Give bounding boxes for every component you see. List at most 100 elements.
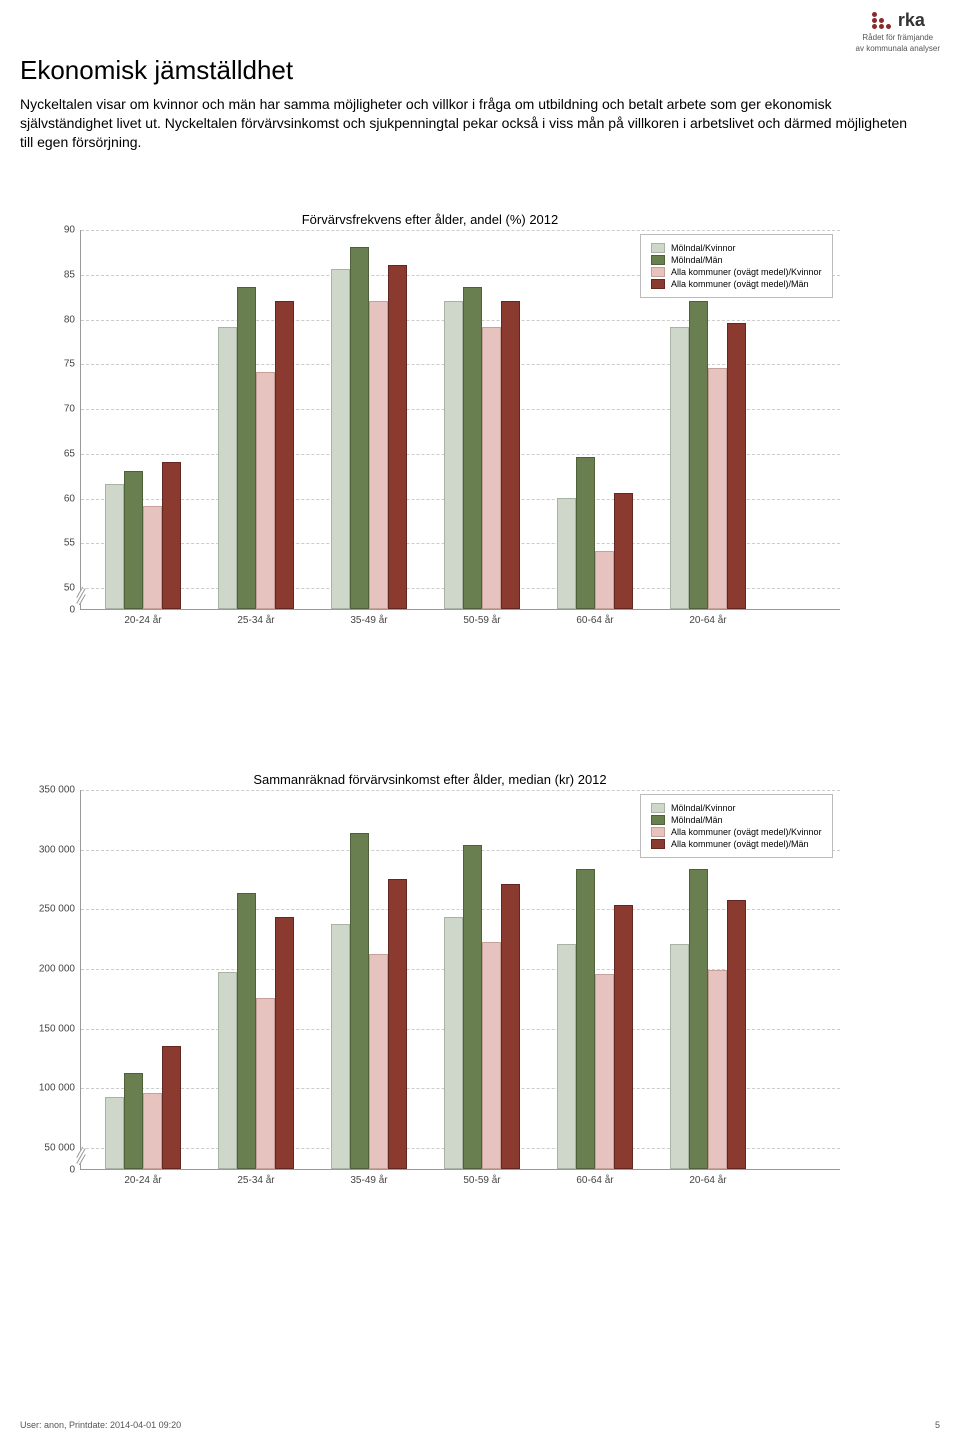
bar	[124, 471, 143, 609]
legend-label: Mölndal/Män	[671, 815, 723, 825]
chart2-title: Sammanräknad förvärvsinkomst efter ålder…	[20, 772, 840, 787]
legend-label: Alla kommuner (ovägt medel)/Män	[671, 279, 809, 289]
logo-text: rka	[898, 10, 925, 31]
legend-label: Alla kommuner (ovägt medel)/Män	[671, 839, 809, 849]
legend-item: Mölndal/Kvinnor	[651, 243, 822, 253]
x-tick-label: 25-34 år	[237, 609, 274, 626]
bar	[331, 924, 350, 1169]
bar	[463, 287, 482, 609]
y-tick-label: 50	[64, 583, 81, 594]
bar	[595, 974, 614, 1169]
legend-swatch	[651, 255, 665, 265]
legend-swatch	[651, 243, 665, 253]
footer-printinfo: User: anon, Printdate: 2014-04-01 09:20	[20, 1420, 181, 1430]
bar	[576, 869, 595, 1169]
bar	[218, 972, 237, 1169]
bar	[275, 301, 294, 609]
footer-page-number: 5	[935, 1420, 940, 1430]
bar	[482, 327, 501, 609]
chart-forvarvsinkomst: Sammanräknad förvärvsinkomst efter ålder…	[20, 770, 940, 1210]
bar	[708, 368, 727, 609]
bar	[256, 998, 275, 1169]
bar	[350, 833, 369, 1169]
bar	[105, 484, 124, 609]
bar	[557, 944, 576, 1169]
legend-label: Mölndal/Kvinnor	[671, 803, 736, 813]
logo-dots	[871, 12, 892, 30]
legend-item: Alla kommuner (ovägt medel)/Män	[651, 279, 822, 289]
bar	[614, 493, 633, 609]
bar	[595, 551, 614, 609]
page-body-text: Nyckeltalen visar om kvinnor och män har…	[20, 95, 920, 152]
page-title: Ekonomisk jämställdhet	[20, 55, 293, 86]
legend-label: Alla kommuner (ovägt medel)/Kvinnor	[671, 827, 822, 837]
x-tick-label: 60-64 år	[576, 609, 613, 626]
y-tick-label: 70	[64, 404, 81, 415]
bar	[463, 845, 482, 1169]
legend-swatch	[651, 815, 665, 825]
chart2-legend: Mölndal/Kvinnor Mölndal/Män Alla kommuner …	[640, 794, 833, 858]
legend-swatch	[651, 267, 665, 277]
bar	[237, 893, 256, 1169]
legend-item: Alla kommuner (ovägt medel)/Kvinnor	[651, 827, 822, 837]
x-tick-label: 20-64 år	[689, 1169, 726, 1186]
chart1-legend: Mölndal/Kvinnor Mölndal/Män Alla kommuner …	[640, 234, 833, 298]
bar	[501, 884, 520, 1169]
y-tick-label: 60	[64, 493, 81, 504]
bar	[369, 301, 388, 609]
y-tick-label: 150 000	[39, 1023, 81, 1034]
bar	[237, 287, 256, 609]
y-tick-label: 200 000	[39, 964, 81, 975]
legend-item: Alla kommuner (ovägt medel)/Män	[651, 839, 822, 849]
bar	[331, 269, 350, 609]
legend-swatch	[651, 839, 665, 849]
x-tick-label: 35-49 år	[350, 1169, 387, 1186]
gridline	[81, 790, 840, 791]
legend-item: Mölndal/Män	[651, 255, 822, 265]
bar	[501, 301, 520, 609]
bar	[689, 869, 708, 1169]
bar	[388, 879, 407, 1170]
bar	[670, 327, 689, 609]
bar	[143, 1093, 162, 1169]
bar	[105, 1097, 124, 1169]
legend-label: Alla kommuner (ovägt medel)/Kvinnor	[671, 267, 822, 277]
bar	[689, 301, 708, 609]
x-tick-label: 20-64 år	[689, 609, 726, 626]
bar	[124, 1073, 143, 1169]
logo-subtitle-1: Rådet för främjande	[856, 33, 940, 42]
x-tick-label: 50-59 år	[463, 1169, 500, 1186]
y-tick-label: 0	[69, 605, 81, 616]
y-tick-label: 0	[69, 1165, 81, 1176]
x-tick-label: 25-34 år	[237, 1169, 274, 1186]
legend-item: Mölndal/Kvinnor	[651, 803, 822, 813]
y-tick-label: 85	[64, 269, 81, 280]
bar	[614, 905, 633, 1169]
y-tick-label: 300 000	[39, 844, 81, 855]
x-tick-label: 50-59 år	[463, 609, 500, 626]
gridline	[81, 230, 840, 231]
chart-forvarvsfrekvens: Förvärvsfrekvens efter ålder, andel (%) …	[20, 210, 940, 650]
bar	[143, 506, 162, 609]
bar	[444, 917, 463, 1169]
bar	[482, 942, 501, 1169]
bar	[727, 900, 746, 1169]
legend-swatch	[651, 803, 665, 813]
chart1-title: Förvärvsfrekvens efter ålder, andel (%) …	[20, 212, 840, 227]
bar	[708, 970, 727, 1169]
bar	[727, 323, 746, 609]
y-tick-label: 75	[64, 359, 81, 370]
y-tick-label: 250 000	[39, 904, 81, 915]
legend-label: Mölndal/Män	[671, 255, 723, 265]
bar	[557, 498, 576, 610]
legend-item: Alla kommuner (ovägt medel)/Kvinnor	[651, 267, 822, 277]
y-tick-label: 80	[64, 314, 81, 325]
legend-label: Mölndal/Kvinnor	[671, 243, 736, 253]
x-tick-label: 20-24 år	[124, 1169, 161, 1186]
x-tick-label: 35-49 år	[350, 609, 387, 626]
legend-swatch	[651, 279, 665, 289]
x-tick-label: 20-24 år	[124, 609, 161, 626]
y-tick-label: 65	[64, 448, 81, 459]
bar	[350, 247, 369, 609]
y-tick-label: 100 000	[39, 1083, 81, 1094]
